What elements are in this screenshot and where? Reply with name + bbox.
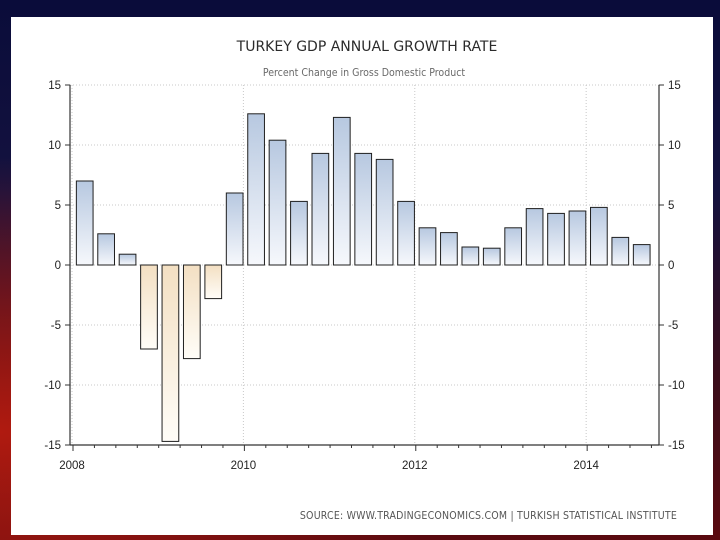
x-tick-label: 2010 [231, 460, 257, 472]
bar-2008-q3 [118, 253, 137, 266]
bar-2013-q4 [568, 210, 587, 266]
x-tick-label: 2012 [402, 460, 428, 472]
chart-card: TURKEY GDP ANNUAL GROWTH RATE Percent Ch… [11, 17, 713, 535]
bar-2008-q4 [140, 264, 158, 350]
y-tick-label-left: 10 [48, 140, 61, 152]
chart-subtitle: Percent Change in Gross Domestic Product [263, 67, 465, 79]
gdp-growth-chart: TURKEY GDP ANNUAL GROWTH RATE Percent Ch… [44, 39, 685, 522]
bar-2012-q4 [482, 247, 501, 266]
y-tick-label-right: 15 [668, 80, 681, 92]
x-tick-label: 2008 [59, 460, 85, 472]
bar-2014-q2 [611, 236, 630, 266]
bar-2012-q1 [418, 227, 437, 266]
chart-title: TURKEY GDP ANNUAL GROWTH RATE [236, 39, 498, 55]
bar-2008-q2 [97, 233, 115, 266]
bar-2013-q3 [547, 212, 565, 266]
y-tick-label-right: 5 [668, 200, 674, 212]
bar-2009-q1 [161, 264, 180, 442]
y-tick-label-left: -10 [44, 380, 61, 392]
bar-2008-q1 [75, 180, 94, 266]
bar-2014-q3 [632, 244, 651, 266]
y-tick-label-right: -15 [668, 440, 685, 452]
axes [65, 84, 664, 451]
bar-2013-q2 [525, 208, 544, 266]
bar-2009-q2 [182, 264, 201, 360]
bar-2010-q1 [247, 113, 265, 266]
bar-2014-q1 [590, 206, 608, 266]
bar-2010-q2 [268, 139, 287, 266]
y-tick-label-right: -10 [668, 380, 685, 392]
x-axis-labels: 2008 2010 2012 2014 [59, 460, 599, 472]
y-axis-left-labels: 15 10 5 0 -5 -10 -15 [44, 80, 61, 452]
y-tick-label-left: 5 [55, 200, 61, 212]
bar-2011-q4 [397, 200, 415, 266]
y-tick-label-left: 0 [55, 260, 61, 272]
y-tick-label-right: 10 [668, 140, 681, 152]
bar-2010-q3 [290, 200, 308, 266]
y-tick-label-left: -5 [51, 320, 61, 332]
bar-2009-q3 [204, 264, 223, 300]
y-tick-label-right: -5 [668, 320, 678, 332]
bar-2010-q4 [311, 152, 330, 266]
source-note: SOURCE: WWW.TRADINGECONOMICS.COM | TURKI… [300, 510, 677, 522]
bar-2011-q1 [332, 116, 351, 266]
y-axis-right-labels: 15 10 5 0 -5 -10 -15 [668, 80, 685, 452]
bar-2011-q3 [375, 158, 394, 266]
bar-2011-q2 [354, 152, 373, 266]
bar-2013-q1 [504, 227, 523, 266]
y-tick-label-left: 15 [48, 80, 61, 92]
y-tick-label-right: 0 [668, 260, 674, 272]
x-tick-label: 2014 [573, 460, 599, 472]
bar-2012-q3 [461, 246, 480, 266]
bars-group [75, 113, 651, 442]
bar-2012-q2 [440, 232, 458, 266]
bar-2009-q4 [225, 192, 244, 266]
y-tick-label-left: -15 [44, 440, 61, 452]
